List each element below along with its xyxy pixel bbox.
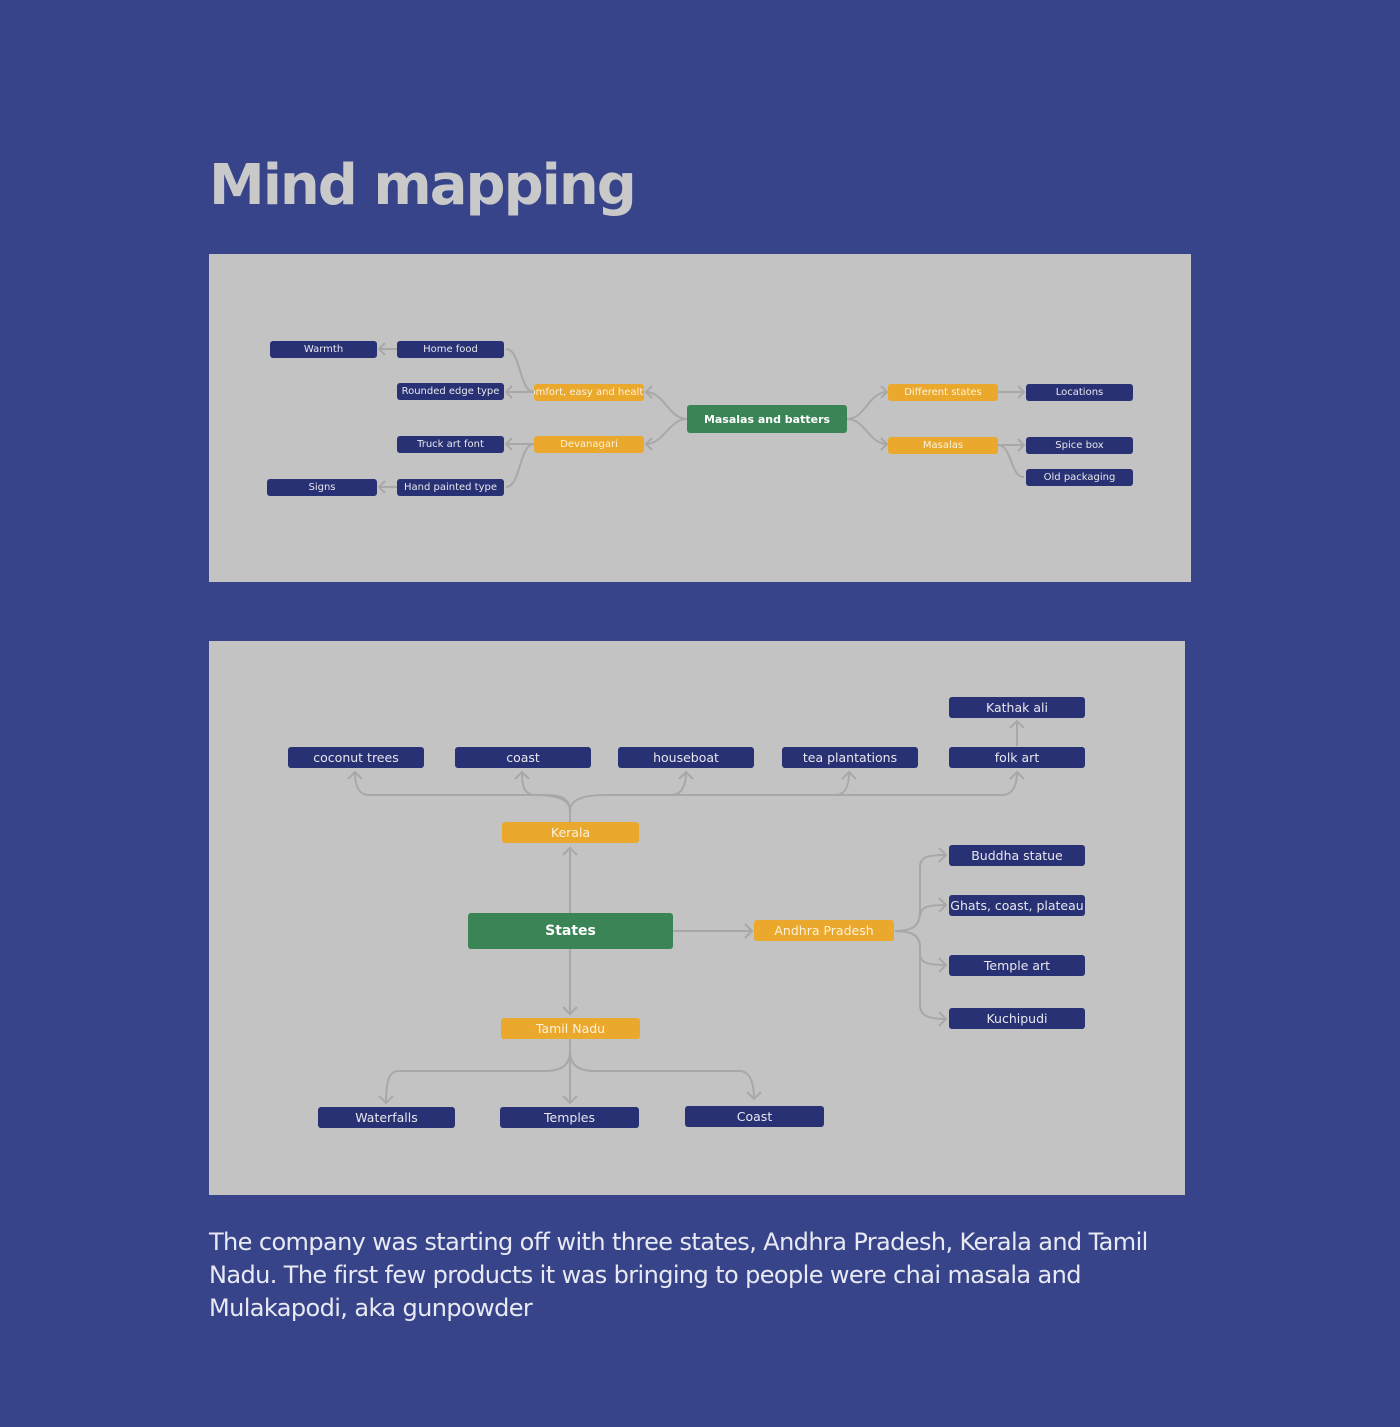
mind-map-masalas: Masalas and batters Comfort, easy and he… bbox=[209, 254, 1191, 582]
mind-map-connectors bbox=[347, 719, 1025, 1105]
root-node: States bbox=[468, 913, 673, 949]
branch-node: Devanagari bbox=[534, 436, 644, 453]
leaf-node: Temples bbox=[500, 1107, 639, 1128]
leaf-node: Ghats, coast, plateau bbox=[949, 895, 1085, 916]
leaf-node: coast bbox=[455, 747, 591, 768]
leaf-node: Temple art bbox=[949, 955, 1085, 976]
state-node-tamil: Tamil Nadu bbox=[501, 1018, 640, 1039]
mind-map-states: States Kerala Andhra Pradesh Tamil Nadu … bbox=[209, 641, 1185, 1195]
leaf-node: Locations bbox=[1026, 384, 1133, 401]
mind-map-connectors bbox=[377, 342, 1026, 494]
leaf-node: Signs bbox=[267, 479, 377, 496]
leaf-node: Rounded edge type bbox=[397, 383, 504, 400]
state-node-andhra: Andhra Pradesh bbox=[754, 920, 894, 941]
leaf-node: Coast bbox=[685, 1106, 824, 1127]
leaf-node: coconut trees bbox=[288, 747, 424, 768]
leaf-node: houseboat bbox=[618, 747, 754, 768]
leaf-node: Spice box bbox=[1026, 437, 1133, 454]
page-title: Mind mapping bbox=[209, 153, 637, 218]
branch-node: Comfort, easy and healthy bbox=[534, 384, 644, 401]
leaf-node: Truck art font bbox=[397, 436, 504, 453]
leaf-node: Old packaging bbox=[1026, 469, 1133, 486]
leaf-node: Buddha statue bbox=[949, 845, 1085, 866]
leaf-node: folk art bbox=[949, 747, 1085, 768]
branch-node: Masalas bbox=[888, 437, 998, 454]
leaf-node: Kathak ali bbox=[949, 697, 1085, 718]
leaf-node: Waterfalls bbox=[318, 1107, 455, 1128]
description-text: The company was starting off with three … bbox=[209, 1228, 1148, 1322]
leaf-node: tea plantations bbox=[782, 747, 918, 768]
leaf-node: Home food bbox=[397, 341, 504, 358]
root-node: Masalas and batters bbox=[687, 405, 847, 433]
branch-node: Different states bbox=[888, 384, 998, 401]
state-node-kerala: Kerala bbox=[502, 822, 639, 843]
leaf-node: Hand painted type bbox=[397, 479, 504, 496]
leaf-node: Kuchipudi bbox=[949, 1008, 1085, 1029]
leaf-node: Warmth bbox=[270, 341, 377, 358]
